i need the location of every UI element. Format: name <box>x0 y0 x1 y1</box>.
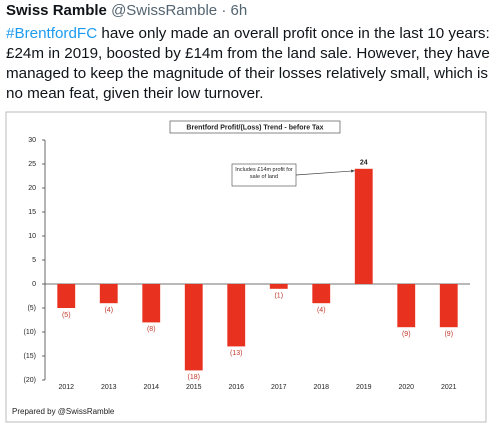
value-label: (9) <box>444 331 453 338</box>
bar <box>397 284 416 328</box>
chart-title: Brentford Profit/(Loss) Trend - before T… <box>186 124 323 131</box>
value-label: 24 <box>360 160 368 167</box>
text: have only made an overall profit once in… <box>6 25 490 102</box>
author[interactable]: Swiss Ramble <box>6 2 107 19</box>
value-label: (8) <box>147 326 156 333</box>
x-tick-label: 2016 <box>228 384 244 391</box>
bar <box>57 284 76 308</box>
x-tick-label: 2021 <box>441 384 457 391</box>
footer: Prepared by @SwissRamble <box>12 407 115 416</box>
x-tick-label: 2020 <box>398 384 414 391</box>
bar <box>227 284 246 347</box>
bar <box>312 284 331 304</box>
y-tick-label: (15) <box>24 353 36 360</box>
x-tick-label: 2018 <box>313 384 329 391</box>
y-tick-label: 10 <box>28 233 36 240</box>
annotation: Includes £14m profit for sale of land <box>235 167 293 180</box>
bar <box>99 284 118 304</box>
annotation-arrow <box>295 170 355 176</box>
value-label: (13) <box>230 350 242 357</box>
annotation-text: Includes £14m profit for sale of land <box>235 167 293 180</box>
y-tick-label: 0 <box>32 281 36 288</box>
y-tick-label: (10) <box>24 329 36 336</box>
y-tick-label: 15 <box>28 209 36 216</box>
value-label: (5) <box>62 312 71 319</box>
x-tick-label: 2012 <box>58 384 74 391</box>
hashtag[interactable]: #BrentfordFC <box>6 25 98 42</box>
x-tick-label: 2017 <box>271 384 287 391</box>
chart-frame <box>5 111 487 423</box>
time[interactable]: 6h <box>230 2 248 19</box>
bar <box>184 284 203 371</box>
x-tick-label: 2013 <box>101 384 117 391</box>
value-label: (9) <box>402 331 411 338</box>
x-tick-label: 2015 <box>186 384 202 391</box>
value-label: (1) <box>274 293 283 300</box>
separator: · <box>221 2 227 19</box>
bar <box>439 284 458 328</box>
title-box <box>169 120 341 134</box>
tweet-text: #BrentfordFC have only made an overall p… <box>6 24 494 104</box>
bar <box>269 284 288 289</box>
value-label: (18) <box>188 374 200 381</box>
x-tick-label: 2019 <box>356 384 372 391</box>
y-tick-label: (5) <box>27 305 36 312</box>
y-tick-label: 30 <box>28 137 36 144</box>
y-tick-label: 5 <box>32 257 36 264</box>
y-tick-label: 25 <box>28 161 36 168</box>
y-tick-label: (20) <box>24 377 36 384</box>
handle[interactable]: @SwissRamble <box>111 2 218 19</box>
arrow-head <box>351 169 355 173</box>
bar <box>354 168 373 284</box>
value-label: (4) <box>317 307 326 314</box>
bar <box>142 284 161 323</box>
tweet-header: Swiss Ramble @SwissRamble · 6h <box>6 2 247 19</box>
value-label: (4) <box>104 307 113 314</box>
y-tick-label: 20 <box>28 185 36 192</box>
x-tick-label: 2014 <box>143 384 159 391</box>
